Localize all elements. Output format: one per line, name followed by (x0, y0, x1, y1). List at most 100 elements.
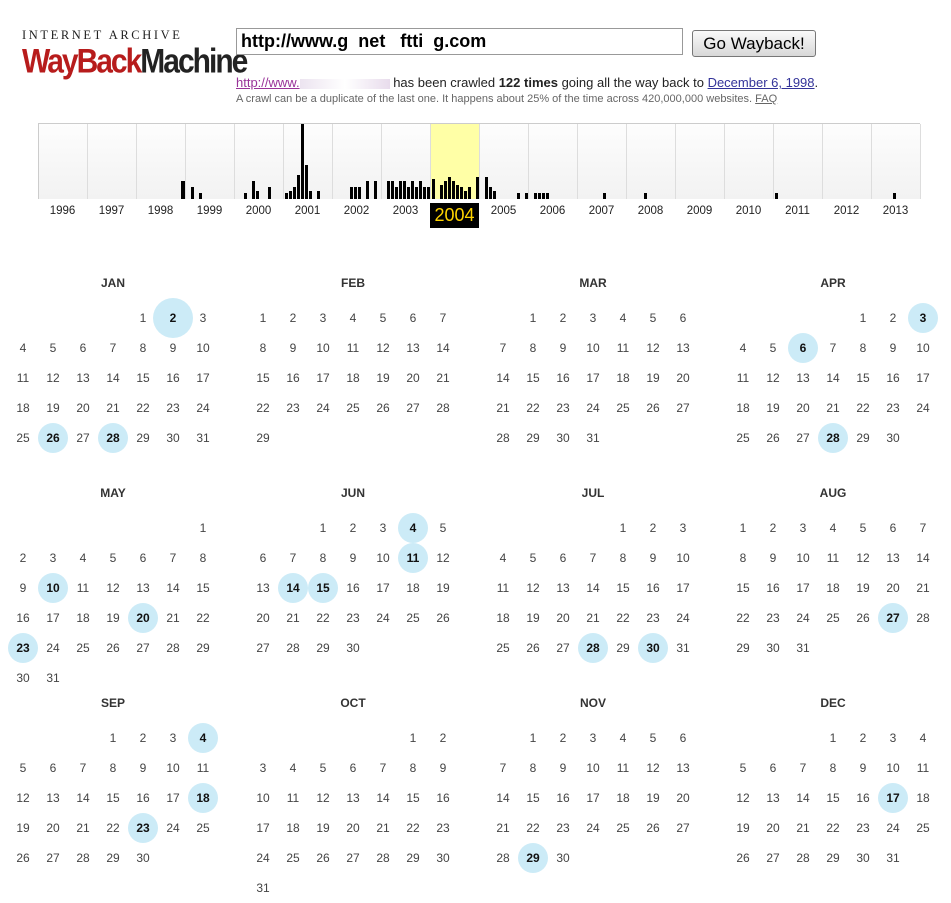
site-link[interactable]: http://www. (236, 75, 390, 90)
timeline-year-1997[interactable] (88, 124, 137, 199)
timeline-year-2003[interactable] (382, 124, 431, 199)
year-label-2013[interactable]: 2013 (882, 205, 909, 217)
timeline-year-2011[interactable] (774, 124, 823, 199)
calendar-day: 25 (16, 431, 30, 445)
timeline-year-2005[interactable] (480, 124, 529, 199)
capture-day[interactable]: 6 (788, 333, 818, 363)
capture-day[interactable]: 27 (878, 603, 908, 633)
year-timeline-histogram[interactable] (38, 123, 921, 199)
timeline-year-2010[interactable] (725, 124, 774, 199)
capture-day[interactable]: 4 (398, 513, 428, 543)
calendar-day: 17 (196, 371, 210, 385)
year-label-2005[interactable]: 2005 (490, 205, 517, 217)
calendar-day: 1 (319, 521, 327, 535)
year-label-2004[interactable]: 2004 (430, 203, 479, 228)
calendar-day: 9 (559, 341, 567, 355)
calendar-day: 5 (109, 551, 117, 565)
capture-day[interactable]: 18 (188, 783, 218, 813)
timeline-year-2000[interactable] (235, 124, 284, 199)
capture-day[interactable]: 29 (518, 843, 548, 873)
year-label-2002[interactable]: 2002 (343, 205, 370, 217)
timeline-year-1996[interactable] (39, 124, 88, 199)
year-label-2000[interactable]: 2000 (245, 205, 272, 217)
year-label-2003[interactable]: 2003 (392, 205, 419, 217)
timeline-year-1998[interactable] (137, 124, 186, 199)
capture-bar (182, 187, 185, 199)
calendar-day: 30 (346, 641, 360, 655)
capture-day[interactable]: 11 (398, 543, 428, 573)
year-label-2008[interactable]: 2008 (637, 205, 664, 217)
timeline-year-2002[interactable] (333, 124, 382, 199)
calendar-day: 26 (106, 641, 120, 655)
year-label-2010[interactable]: 2010 (735, 205, 762, 217)
timeline-year-2001[interactable] (284, 124, 333, 199)
capture-day[interactable]: 4 (188, 723, 218, 753)
calendar-day: 20 (406, 371, 420, 385)
capture-day[interactable]: 2 (153, 298, 193, 338)
capture-bar (297, 175, 300, 199)
capture-bar (252, 181, 255, 199)
year-label-1997[interactable]: 1997 (98, 205, 125, 217)
year-label-1998[interactable]: 1998 (147, 205, 174, 217)
calendar-day: 9 (139, 761, 147, 775)
calendar-day: 24 (796, 611, 810, 625)
calendar-day: 24 (586, 821, 600, 835)
calendar-day: 4 (619, 311, 627, 325)
url-search-input[interactable] (236, 28, 683, 55)
calendar-day: 7 (499, 761, 507, 775)
year-label-2007[interactable]: 2007 (588, 205, 615, 217)
year-label-2012[interactable]: 2012 (833, 205, 860, 217)
capture-day[interactable]: 14 (278, 573, 308, 603)
calendar-day: 5 (319, 761, 327, 775)
timeline-year-2013[interactable] (872, 124, 921, 199)
year-label-1999[interactable]: 1999 (196, 205, 223, 217)
month-name: DEC (820, 696, 846, 710)
calendar-day: 5 (649, 731, 657, 745)
go-wayback-button[interactable]: Go Wayback! (692, 30, 816, 57)
capture-day[interactable]: 30 (638, 633, 668, 663)
month-name: AUG (819, 486, 847, 500)
faq-link[interactable]: FAQ (755, 93, 778, 105)
year-label-1996[interactable]: 1996 (49, 205, 76, 217)
capture-bar (427, 187, 430, 199)
capture-day[interactable]: 23 (128, 813, 158, 843)
timeline-year-1999[interactable] (186, 124, 235, 199)
calendar-day: 25 (346, 401, 360, 415)
timeline-year-2006[interactable] (529, 124, 578, 199)
year-label-2001[interactable]: 2001 (294, 205, 321, 217)
timeline-year-2012[interactable] (823, 124, 872, 199)
timeline-year-2009[interactable] (676, 124, 725, 199)
capture-day[interactable]: 28 (98, 423, 128, 453)
calendar-day: 18 (286, 821, 300, 835)
year-label-2011[interactable]: 2011 (785, 205, 810, 217)
capture-bar (452, 181, 455, 199)
capture-day[interactable]: 28 (578, 633, 608, 663)
timeline-year-2007[interactable] (578, 124, 627, 199)
timeline-year-2008[interactable] (627, 124, 676, 199)
calendar-day: 21 (376, 821, 390, 835)
capture-day[interactable]: 28 (818, 423, 848, 453)
calendar-day: 25 (616, 401, 630, 415)
calendar-day: 4 (19, 341, 27, 355)
calendar-day: 29 (106, 851, 120, 865)
capture-day[interactable]: 26 (38, 423, 68, 453)
year-label-2006[interactable]: 2006 (539, 205, 566, 217)
capture-day[interactable]: 15 (308, 573, 338, 603)
capture-day[interactable]: 23 (8, 633, 38, 663)
calendar-day: 8 (619, 551, 627, 565)
calendar-day: 18 (76, 611, 90, 625)
calendar-day: 19 (646, 791, 660, 805)
capture-day[interactable]: 3 (908, 303, 938, 333)
calendar-day: 6 (409, 311, 417, 325)
calendar-day: 13 (676, 761, 690, 775)
calendar-day: 23 (556, 821, 570, 835)
year-label-2009[interactable]: 2009 (686, 205, 713, 217)
timeline-year-2004[interactable] (431, 124, 480, 199)
capture-day[interactable]: 20 (128, 603, 158, 633)
first-crawl-date-link[interactable]: December 6, 1998 (707, 75, 815, 90)
wayback-logo[interactable]: INTERNET ARCHIVE WayBackMachine (22, 28, 248, 88)
capture-day[interactable]: 10 (38, 573, 68, 603)
calendar-day: 14 (496, 791, 510, 805)
capture-bar (244, 193, 247, 199)
capture-day[interactable]: 17 (878, 783, 908, 813)
